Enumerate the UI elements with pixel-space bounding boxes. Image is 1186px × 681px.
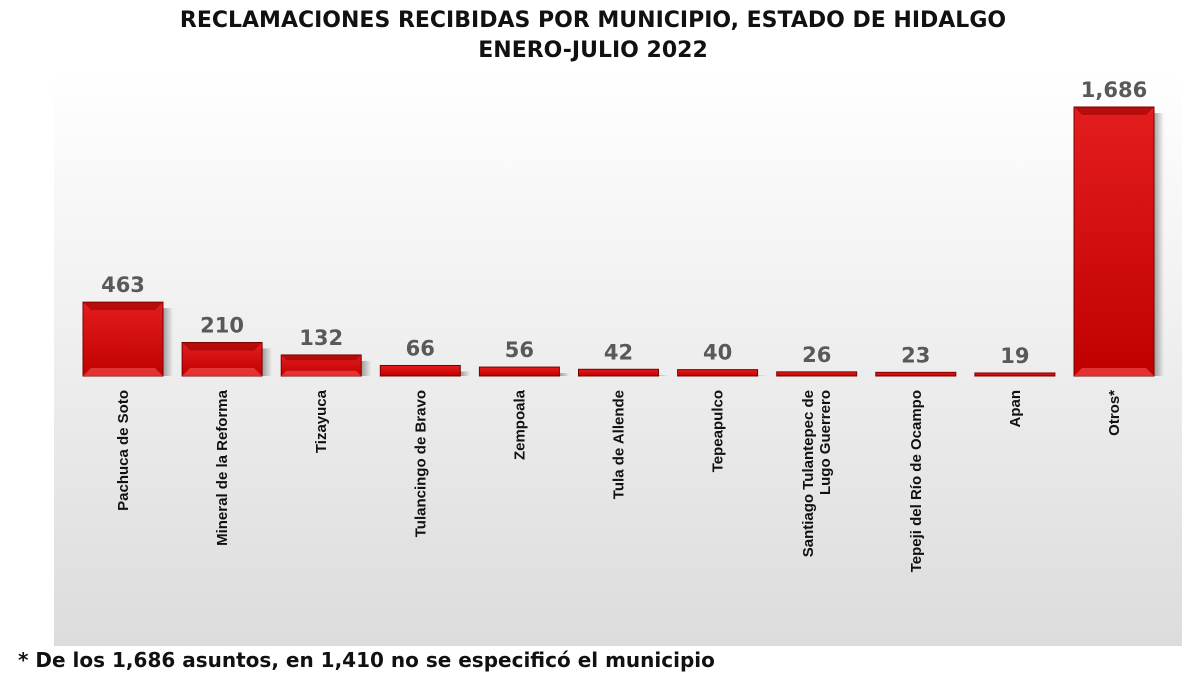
bar-rect	[776, 371, 858, 377]
bar-bevel-bottom	[1074, 368, 1154, 376]
value-label: 1,686	[1081, 78, 1147, 102]
bar-shadow	[658, 375, 669, 376]
category-label-line: Apan	[1007, 390, 1024, 428]
value-label: 40	[703, 341, 732, 365]
bar	[677, 369, 759, 377]
category-label: Otros*	[1106, 390, 1123, 436]
bar-shadow	[361, 360, 372, 376]
bar-rect	[875, 371, 957, 377]
bar-chart: 463 Pachuca de Soto 210 Mineral de la Refor…	[82, 78, 1164, 572]
bar	[82, 301, 164, 377]
bar-bevel-top	[1074, 107, 1154, 115]
category-label: Santiago Tulantepec deLugo Guerrero	[800, 390, 834, 557]
category-label-line: Tulancingo de Bravo	[412, 390, 429, 537]
category-label: Tula de Allende	[611, 390, 628, 499]
category-label-line: Otros*	[1106, 390, 1123, 436]
footnote: * De los 1,686 asuntos, en 1,410 no se e…	[18, 648, 715, 672]
category-label-line: Mineral de la Reforma	[214, 389, 231, 546]
bar-bevel-top	[83, 302, 163, 311]
bar	[181, 341, 263, 377]
bar	[776, 371, 858, 377]
bar	[578, 368, 659, 377]
category-label-line: Tula de Allende	[611, 390, 628, 499]
bar-bevel-top	[281, 354, 362, 361]
bar-rect	[1073, 106, 1155, 377]
value-label: 23	[901, 343, 930, 367]
value-label: 463	[101, 273, 145, 297]
value-label: 26	[802, 343, 831, 367]
bar-rect	[379, 364, 461, 377]
bar-rect	[677, 369, 759, 377]
bar-rect	[82, 301, 164, 377]
bar-bevel-top	[182, 342, 263, 351]
category-label-line: Pachuca de Soto	[115, 390, 132, 511]
bar-shadow	[559, 373, 570, 376]
bar	[1073, 106, 1155, 377]
category-label: Mineral de la Reforma	[214, 389, 231, 546]
bar-bevel-bottom	[182, 368, 263, 376]
category-label: Tulancingo de Bravo	[412, 390, 429, 537]
bar	[875, 371, 957, 377]
bar-shadow	[460, 371, 471, 376]
bar-shadow	[262, 348, 273, 376]
bar-bevel-bottom	[83, 368, 163, 376]
bar-rect	[974, 372, 1056, 377]
category-label-line: Tepeji del Río de Ocampo	[908, 390, 925, 572]
category-label: Tepeji del Río de Ocampo	[908, 390, 925, 572]
category-label-line: Tizayuca	[313, 389, 330, 453]
category-label: Pachuca de Soto	[115, 390, 132, 511]
bar	[379, 364, 461, 377]
category-label: Tepeapulco	[710, 390, 727, 472]
value-label: 66	[406, 336, 435, 360]
category-label-line: Santiago Tulantepec de	[800, 390, 817, 557]
bar-bevel-bottom	[281, 370, 362, 376]
category-label-line: Zempoala	[511, 389, 528, 460]
bar	[280, 354, 362, 377]
bar-shadow	[1154, 113, 1164, 376]
bar	[478, 366, 560, 377]
value-label: 132	[299, 326, 343, 350]
bar	[974, 372, 1056, 377]
chart-title: RECLAMACIONES RECIBIDAS POR MUNICIPIO, E…	[179, 8, 1007, 33]
category-label-line: Tepeapulco	[710, 390, 727, 472]
value-label: 56	[505, 338, 534, 362]
category-label: Zempoala	[511, 389, 528, 460]
chart-title-block: RECLAMACIONES RECIBIDAS POR MUNICIPIO, E…	[0, 6, 1186, 66]
value-label: 210	[200, 313, 244, 337]
category-label-line: Lugo Guerrero	[817, 390, 834, 495]
bar-rect	[578, 368, 659, 377]
bar-rect	[478, 366, 560, 377]
category-label: Apan	[1007, 390, 1024, 428]
value-label: 19	[1000, 344, 1029, 368]
bar-shadow	[163, 308, 173, 376]
value-label: 42	[604, 340, 633, 364]
category-label: Tizayuca	[313, 389, 330, 453]
chart-subtitle: ENERO-JULIO 2022	[478, 38, 708, 63]
labels-layer: 463 Pachuca de Soto 210 Mineral de la Refor…	[101, 78, 1147, 572]
bars-layer	[82, 106, 1164, 377]
